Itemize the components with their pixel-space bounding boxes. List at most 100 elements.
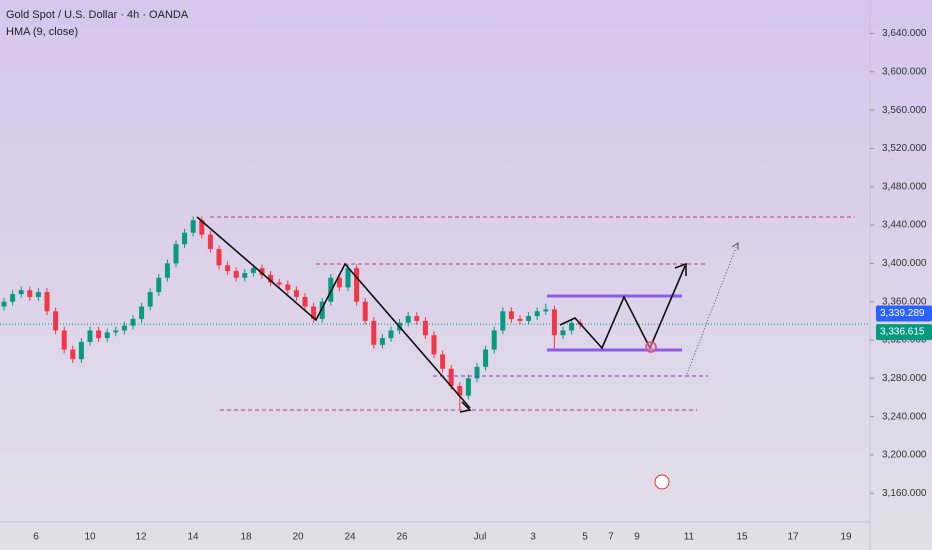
x-tick-label: 9 — [634, 532, 640, 543]
y-tick-label: 3,600.000 — [882, 66, 927, 77]
x-tick-label: 5 — [582, 532, 588, 543]
y-tick-label: 3,200.000 — [882, 450, 927, 461]
y-tick-label: 3,320.000 — [882, 335, 927, 346]
candle-body — [121, 325, 127, 331]
candle-body — [87, 330, 93, 342]
x-tick-label: 17 — [787, 532, 799, 543]
candle-body — [388, 330, 394, 339]
candle-body — [440, 354, 446, 369]
candle-body — [543, 309, 549, 312]
candle-body — [354, 268, 360, 302]
x-tick-label: 14 — [187, 532, 199, 543]
candle-body — [207, 234, 213, 250]
candle-body — [293, 290, 299, 297]
candle-body — [311, 306, 317, 319]
price-label: 3,336.615 — [880, 327, 925, 338]
x-tick-label: 15 — [736, 532, 748, 543]
marker-circle — [645, 341, 657, 353]
x-tick-label: 11 — [684, 532, 695, 543]
candle-body — [182, 232, 188, 245]
candle-body — [526, 316, 532, 321]
candle-body — [336, 277, 342, 288]
y-tick-label: 3,520.000 — [882, 143, 927, 154]
y-tick-label: 3,280.000 — [882, 373, 927, 384]
candle-body — [139, 306, 145, 319]
candle-body — [190, 220, 196, 233]
event-icon[interactable] — [654, 474, 670, 490]
candle-body — [113, 330, 119, 333]
candle-body — [225, 265, 231, 272]
candle-body — [560, 330, 566, 336]
x-tick-label: 24 — [344, 532, 356, 543]
candle-body — [431, 335, 437, 355]
candle-body — [173, 244, 179, 264]
candle-body — [534, 311, 540, 317]
x-tick-label: 3 — [530, 532, 536, 543]
candle-body — [96, 330, 102, 339]
projection — [559, 265, 686, 350]
candle-body — [569, 322, 575, 331]
y-tick-label: 3,240.000 — [882, 411, 927, 422]
candle-body — [379, 338, 385, 345]
x-tick-label: 20 — [292, 532, 304, 543]
candle-body — [10, 294, 16, 302]
candle-body — [465, 378, 471, 396]
candle-body — [156, 277, 162, 293]
x-tick-label: Jul — [474, 532, 487, 543]
y-tick-label: 3,400.000 — [882, 258, 927, 269]
y-tick-label: 3,160.000 — [882, 488, 927, 499]
candle-body — [1, 301, 7, 307]
candle-body — [242, 272, 248, 278]
candle-body — [216, 249, 222, 266]
y-tick-label: 3,360.000 — [882, 296, 927, 307]
candle-body — [53, 311, 59, 331]
x-tick-label: 12 — [135, 532, 147, 543]
candle-body — [345, 268, 351, 288]
x-tick-label: 19 — [840, 532, 852, 543]
candle-body — [285, 284, 291, 291]
indicator-label: HMA (9, close) — [6, 26, 78, 38]
candle-body — [268, 274, 274, 283]
price-label: 3,339.289 — [880, 308, 925, 319]
candle-body — [61, 330, 67, 350]
candle-body — [199, 220, 205, 235]
candle-body — [414, 316, 420, 321]
arrow-head — [459, 401, 472, 413]
candle-body — [44, 292, 50, 312]
candle-body — [500, 311, 506, 331]
candle-body — [164, 263, 170, 278]
arrow-head — [731, 242, 739, 250]
candle-body — [517, 318, 523, 321]
candle-body — [491, 330, 497, 350]
candle-body — [422, 320, 428, 336]
trend-arrow — [686, 244, 738, 375]
candle-body — [457, 385, 463, 396]
y-tick-label: 3,440.000 — [882, 220, 927, 231]
x-tick-label: 18 — [240, 532, 252, 543]
candle-body — [483, 349, 489, 367]
arrow-head — [674, 262, 687, 276]
candle-body — [130, 318, 136, 326]
y-tick-label: 3,560.000 — [882, 105, 927, 116]
candle-body — [508, 311, 514, 319]
y-tick-label: 3,640.000 — [882, 28, 927, 39]
candle-body — [35, 292, 41, 297]
candle-body — [319, 301, 325, 319]
candle-body — [233, 271, 239, 278]
candle-body — [276, 282, 282, 285]
candle-body — [27, 290, 33, 297]
y-tick-label: 3,480.000 — [882, 181, 927, 192]
candle-body — [371, 320, 377, 345]
candle-body — [362, 301, 368, 321]
candle-body — [78, 341, 84, 360]
candle-body — [405, 316, 411, 323]
candle-body — [250, 268, 256, 273]
candle-body — [259, 268, 265, 275]
candle-body — [474, 366, 480, 379]
drawings — [196, 216, 855, 490]
x-tick-label: 10 — [84, 532, 96, 543]
candle-body — [448, 368, 454, 386]
candle-body — [104, 332, 110, 339]
